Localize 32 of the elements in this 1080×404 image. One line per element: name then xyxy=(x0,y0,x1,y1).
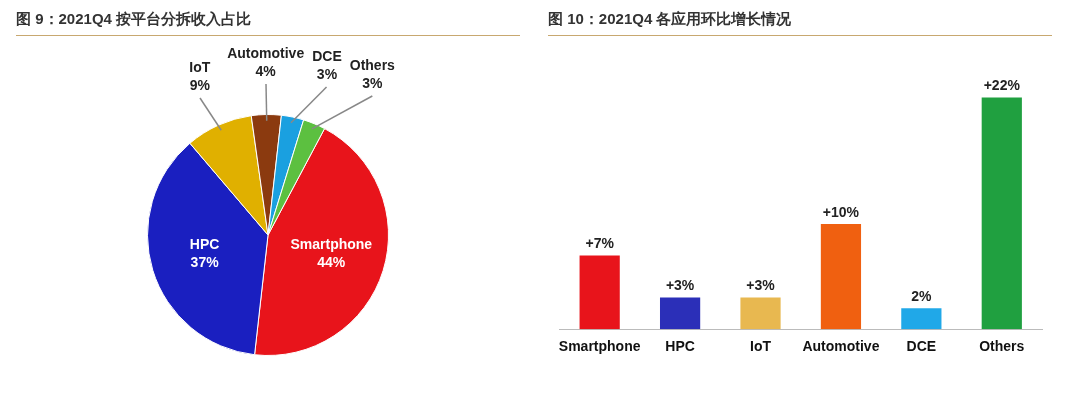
slice-label: Smartphone xyxy=(290,236,373,253)
slice-label: Automotive xyxy=(227,44,305,61)
data-label: 3% xyxy=(316,66,338,83)
data-label: 9% xyxy=(189,77,211,94)
slice-label: DCE xyxy=(312,48,342,65)
bar xyxy=(740,297,781,330)
x-tick-label: HPC xyxy=(665,338,695,355)
x-tick-label: Others xyxy=(979,338,1025,355)
x-tick-label: DCE xyxy=(906,338,937,355)
x-tick-label: IoT xyxy=(750,338,772,355)
bar xyxy=(820,223,862,330)
data-label: +7% xyxy=(585,235,615,252)
data-label: +3% xyxy=(665,277,695,294)
bar xyxy=(579,255,620,330)
data-label: +22% xyxy=(983,77,1021,94)
slice-label: Others xyxy=(349,57,396,74)
bar xyxy=(981,97,1022,330)
data-label: 3% xyxy=(362,75,383,92)
slice-label: IoT xyxy=(189,59,211,76)
data-label: +10% xyxy=(822,203,860,220)
data-label: 44% xyxy=(317,254,346,271)
data-label: 2% xyxy=(911,288,933,304)
chart-title: 图 10：2021Q4 各应用环比增长情况 xyxy=(548,6,1052,36)
bar xyxy=(901,308,942,330)
x-tick-label: Smartphone xyxy=(558,338,641,355)
data-label: 4% xyxy=(255,62,277,79)
chart-title: 图 9：2021Q4 按平台分拆收入占比 xyxy=(16,6,520,36)
x-tick-label: Automotive xyxy=(802,338,880,355)
bar xyxy=(659,297,701,330)
data-label: 37% xyxy=(190,254,220,271)
data-label: +3% xyxy=(746,277,776,294)
slice-label: HPC xyxy=(189,236,220,253)
